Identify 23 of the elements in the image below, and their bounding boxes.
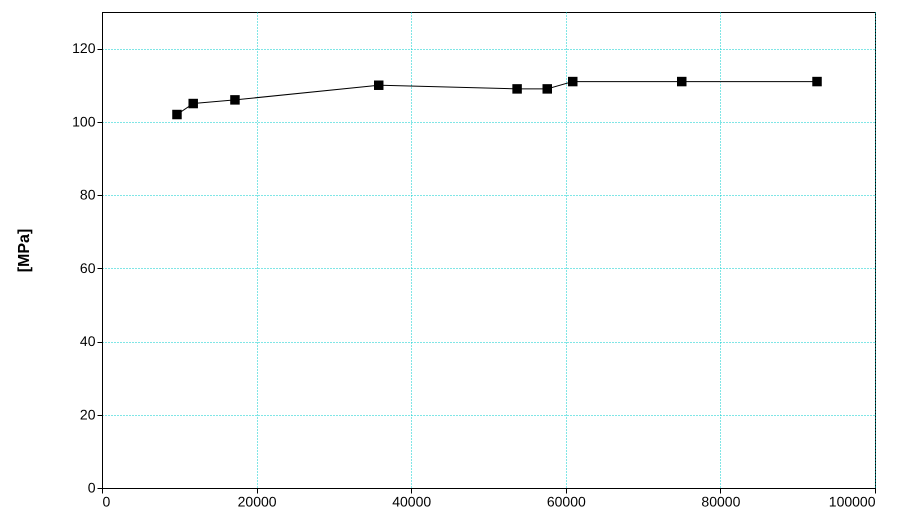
y-tick-label: 80 [80, 186, 96, 203]
point [374, 80, 384, 90]
y-tick-label: 0 [88, 480, 96, 496]
point [188, 98, 198, 108]
y-tick-label: 20 [80, 406, 96, 422]
x-tick-label: 20000 [238, 494, 277, 510]
point [172, 110, 182, 120]
y-tick-label: 120 [72, 40, 96, 56]
x-tick-label: 0 [102, 494, 110, 510]
point [230, 95, 240, 105]
x-tick-label: 80000 [701, 494, 741, 510]
y-tick-label: 60 [80, 260, 96, 276]
x-tick-label: 40000 [392, 494, 432, 510]
y-tick-label: 100 [72, 113, 96, 130]
x-tick-label: 60000 [546, 494, 586, 510]
point [512, 84, 522, 94]
point [677, 76, 686, 86]
y-axis-title: [MPa] [16, 228, 34, 272]
point [542, 84, 552, 94]
x-tick-label: 100000 [828, 494, 876, 510]
point [568, 76, 578, 86]
y-tick-label: 40 [80, 333, 96, 350]
point [812, 76, 822, 86]
